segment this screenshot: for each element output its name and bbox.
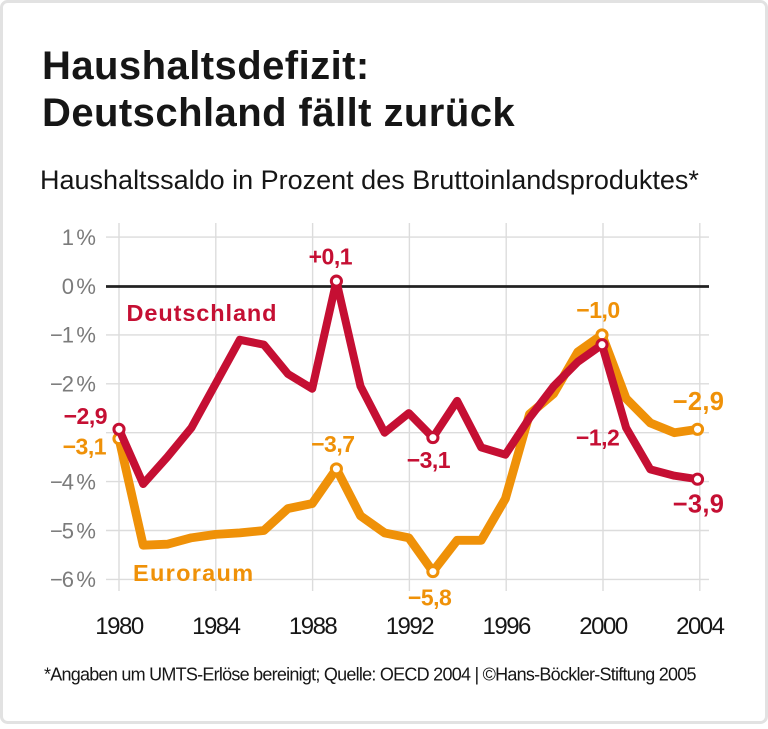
svg-text:1996: 1996 (483, 613, 532, 640)
svg-text:−1 %: −1 % (50, 323, 95, 348)
svg-text:−5 %: −5 % (50, 518, 95, 543)
svg-text:−2 %: −2 % (50, 372, 95, 397)
svg-text:−6 %: −6 % (50, 567, 95, 592)
svg-text:−1,0: −1,0 (576, 297, 619, 323)
svg-text:*Angaben um UMTS-Erlöse berein: *Angaben um UMTS-Erlöse bereinigt; Quell… (44, 665, 697, 685)
svg-text:1992: 1992 (386, 613, 435, 640)
svg-text:−3,9: −3,9 (673, 491, 725, 519)
svg-text:1984: 1984 (192, 613, 241, 640)
svg-text:−3,7: −3,7 (311, 431, 354, 457)
svg-text:−3,1: −3,1 (63, 434, 107, 460)
svg-text:Euroraum: Euroraum (133, 560, 254, 586)
svg-text:+0,1: +0,1 (309, 244, 353, 270)
svg-text:Haushaltssaldo in Prozent des: Haushaltssaldo in Prozent des Bruttoinla… (40, 165, 699, 195)
svg-text:2004: 2004 (676, 613, 725, 640)
svg-text:−2,9: −2,9 (64, 403, 107, 429)
svg-text:Deutschland: Deutschland (127, 300, 278, 326)
svg-text:1 %: 1 % (62, 225, 96, 250)
svg-text:Deutschland fällt zurück: Deutschland fällt zurück (42, 91, 515, 135)
svg-text:1980: 1980 (95, 613, 144, 640)
svg-text:2000: 2000 (579, 613, 628, 640)
svg-text:−3,1: −3,1 (407, 447, 451, 473)
svg-text:−4 %: −4 % (50, 469, 95, 494)
svg-text:−2,9: −2,9 (673, 388, 725, 416)
svg-text:−5,8: −5,8 (408, 584, 452, 610)
svg-text:0 %: 0 % (62, 274, 96, 299)
svg-text:Haushaltsdefizit:: Haushaltsdefizit: (42, 44, 370, 88)
svg-text:1988: 1988 (289, 613, 338, 640)
svg-text:−1,2: −1,2 (576, 425, 619, 451)
